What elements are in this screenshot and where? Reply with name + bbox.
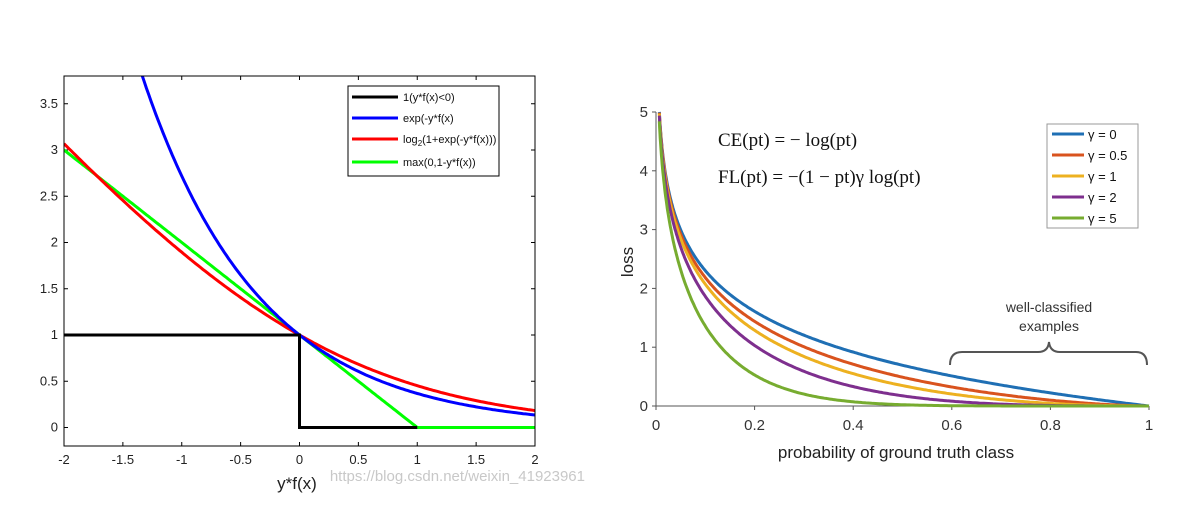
left-y-tick-label: 3.5 <box>40 96 58 111</box>
right-y-tick-label: 5 <box>640 104 648 121</box>
legend-label-exp: exp(-y*f(x) <box>403 113 454 125</box>
right-x-tick-label: 0.6 <box>941 417 962 434</box>
left-series-line-zero_one <box>64 333 418 429</box>
right-y-tick-label: 1 <box>640 339 648 356</box>
right-x-ticks: 0 0.2 0.4 0.6 0.8 1 <box>652 406 1153 434</box>
left-y-tick-label: 1.5 <box>40 281 58 296</box>
right-y-axis-label: loss <box>618 247 637 277</box>
legend-label-logistic-main: log <box>403 134 418 146</box>
left-x-tick-label: 2 <box>531 452 538 467</box>
legend-label-zero-one: 1(y*f(x)<0) <box>403 92 455 104</box>
left-plot-border <box>63 75 536 447</box>
brace-label-line2: examples <box>1019 318 1079 334</box>
legend-label-gamma-2: γ = 2 <box>1088 190 1117 205</box>
right-y-tick-label: 3 <box>640 222 648 239</box>
right-legend: γ = 0 γ = 0.5 γ = 1 γ = 2 γ = 5 <box>1046 123 1139 229</box>
legend-label-logistic-sub: 2 <box>418 139 423 148</box>
right-x-tick-label: 0.4 <box>843 417 864 434</box>
left-x-tick-label: -2 <box>58 452 70 467</box>
right-x-tick-label: 1 <box>1145 417 1153 434</box>
left-x-tick-label: 1.5 <box>467 452 485 467</box>
left-y-tick-label: 3 <box>51 142 58 157</box>
right-x-axis-label: probability of ground truth class <box>778 443 1014 462</box>
brace-label-line1: well-classified <box>1005 299 1092 315</box>
left-x-axis-label: y*f(x) <box>277 474 317 493</box>
legend-label-gamma-1: γ = 1 <box>1088 169 1117 184</box>
left-y-tick-label: 2.5 <box>40 188 58 203</box>
left-x-tick-label: 0 <box>296 452 303 467</box>
right-series-line-gamma-5 <box>657 121 1149 408</box>
left-y-ticks: 0 0.5 1 1.5 2 2.5 3 3.5 <box>40 96 535 435</box>
left-y-tick-label: 2 <box>51 235 58 250</box>
right-x-tick-label: 0.8 <box>1040 417 1061 434</box>
right-series-line-gamma-0-5 <box>657 112 1149 408</box>
left-y-tick-label: 1 <box>51 327 58 342</box>
right-y-tick-label: 0 <box>640 398 648 415</box>
legend-label-logistic: log2(1+exp(-y*f(x))) <box>403 134 496 148</box>
left-x-tick-label: -1.5 <box>112 452 134 467</box>
right-x-tick-label: 0 <box>652 417 660 434</box>
right-series-line-gamma-1 <box>657 113 1149 408</box>
left-y-tick-label: 0.5 <box>40 373 58 388</box>
right-series-line-gamma-0 <box>657 111 1150 408</box>
left-x-tick-label: 0.5 <box>349 452 367 467</box>
watermark: https://blog.csdn.net/weixin_41923961 <box>330 468 585 485</box>
legend-label-logistic-rest: (1+exp(-y*f(x))) <box>422 134 496 146</box>
fl-formula: FL(pt) = −(1 − pt)γ log(pt) <box>718 167 921 188</box>
right-chart: 0 0.2 0.4 0.6 0.8 1 0 1 2 3 4 5 probability of gro… <box>618 104 1153 462</box>
right-y-tick-label: 4 <box>640 163 648 180</box>
legend-label-gamma-0: γ = 0 <box>1088 127 1117 142</box>
right-x-tick-label: 0.2 <box>744 417 765 434</box>
left-x-tick-label: -1 <box>176 452 188 467</box>
left-legend: 1(y*f(x)<0) exp(-y*f(x) log2(1+exp(-y*f(… <box>347 85 500 177</box>
left-x-tick-label: -0.5 <box>229 452 251 467</box>
legend-label-gamma-5: γ = 5 <box>1088 211 1117 226</box>
right-y-ticks: 0 1 2 3 4 5 <box>640 104 656 415</box>
well-classified-brace <box>949 341 1148 366</box>
legend-label-gamma-0-5: γ = 0.5 <box>1088 148 1127 163</box>
left-x-tick-label: 1 <box>414 452 421 467</box>
ce-formula: CE(pt) = − log(pt) <box>718 130 857 151</box>
left-x-ticks: -2 -1.5 -1 -0.5 0 0.5 1 1.5 2 <box>58 76 539 467</box>
left-series <box>64 76 535 429</box>
left-y-tick-label: 0 <box>51 420 58 435</box>
left-chart: -2 -1.5 -1 -0.5 0 0.5 1 1.5 2 0 0.5 1 1.5 2 2.5 3 3.5 y… <box>40 75 539 493</box>
right-series <box>657 111 1150 408</box>
legend-label-hinge: max(0,1-y*f(x)) <box>403 157 476 169</box>
right-y-tick-label: 2 <box>640 280 648 297</box>
